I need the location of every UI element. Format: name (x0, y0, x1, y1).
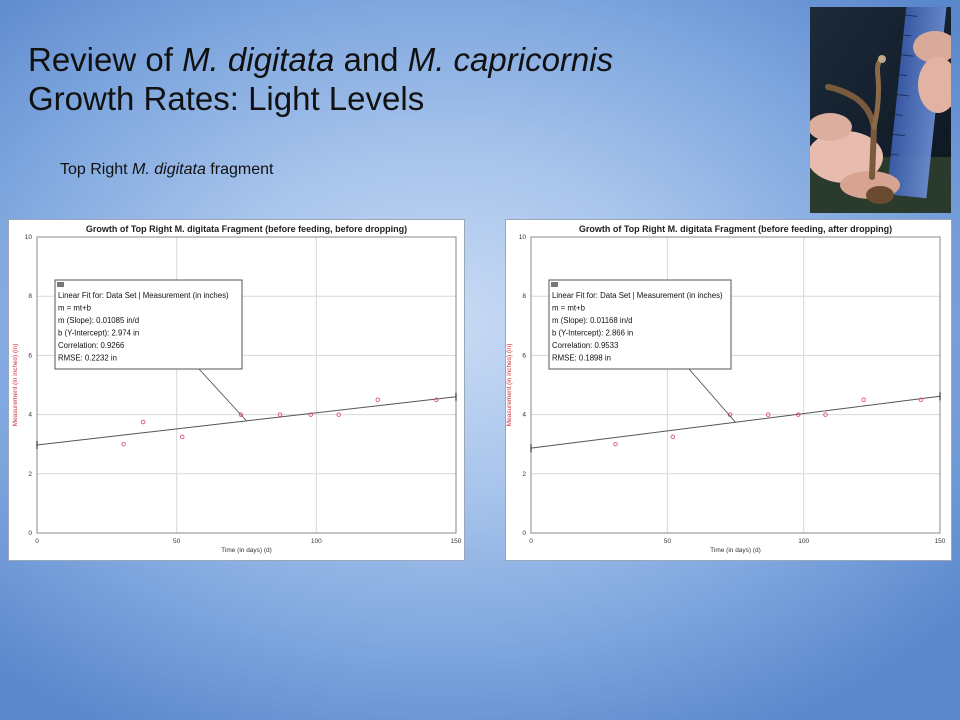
title-part: Review of (28, 41, 183, 78)
coral-measurement-photo-icon (810, 7, 951, 213)
data-point (823, 412, 828, 417)
title-part: and (334, 41, 408, 78)
subtitle-part: Top Right (60, 161, 133, 178)
linear-fit-line (530, 395, 941, 449)
growth-chart-before-dropping: Growth of Top Right M. digitata Fragment… (8, 219, 465, 561)
x-axis-label: Time (in days) (d) (710, 547, 761, 554)
plot-area-frame (36, 236, 457, 534)
y-axis-label: Measurement (in inches) (in) (12, 344, 19, 427)
data-point (308, 412, 313, 417)
y-tick-label: 10 (25, 234, 33, 241)
growth-chart-after-dropping: Growth of Top Right M. digitata Fragment… (505, 219, 952, 561)
data-point (861, 397, 866, 403)
plot-area-frame (530, 236, 941, 534)
y-tick-label: 4 (28, 412, 32, 419)
fit-annotation-box (548, 279, 732, 370)
annotation-line: b (Y-Intercept): 2.866 in (552, 329, 633, 338)
title-line-2: Growth Rates: Light Levels (28, 80, 425, 117)
y-tick-label: 6 (522, 352, 526, 359)
chart-svg-after-dropping: Growth of Top Right M. digitata Fragment… (506, 224, 946, 554)
x-tick-label: 0 (35, 538, 39, 545)
x-tick-label: 100 (311, 538, 322, 545)
y-axis-label: Measurement (in inches) (in) (506, 344, 513, 427)
y-tick-label: 2 (28, 471, 32, 478)
data-point (795, 412, 801, 417)
coral-measurement-photo (810, 7, 951, 213)
chart-title: Growth of Top Right M. digitata Fragment… (86, 224, 407, 234)
data-point (375, 397, 381, 403)
y-tick-label: 10 (519, 234, 527, 241)
annotation-line: m (Slope): 0.01168 in/d (552, 316, 632, 325)
data-point (434, 397, 439, 403)
data-point (613, 441, 618, 447)
y-tick-label: 0 (28, 530, 32, 537)
annotation-line: Correlation: 0.9266 (58, 341, 124, 350)
y-tick-label: 8 (28, 293, 32, 300)
title-part-species-2: M. capricornis (407, 41, 614, 78)
x-tick-label: 150 (935, 538, 946, 545)
data-point (765, 412, 771, 417)
annotation-line: Linear Fit for: Data Set | Measurement (… (552, 291, 723, 300)
annotation-line: RMSE: 0.2232 in (58, 354, 117, 363)
data-point (140, 419, 146, 425)
annotation-pointer (198, 368, 247, 422)
x-axis-label: Time (in days) (d) (221, 547, 272, 554)
x-tick-label: 50 (664, 538, 672, 545)
title-part-species-1: M. digitata (182, 41, 335, 78)
annotation-line: m = mt+b (552, 304, 586, 313)
chart-svg-before-dropping: Growth of Top Right M. digitata Fragment… (12, 224, 462, 554)
data-point (238, 412, 244, 417)
x-tick-label: 50 (173, 538, 181, 545)
x-tick-label: 150 (451, 538, 462, 545)
y-tick-label: 0 (522, 530, 526, 537)
x-tick-label: 0 (529, 538, 533, 545)
y-tick-label: 4 (522, 412, 526, 419)
fit-annotation-box (54, 279, 243, 370)
y-tick-label: 8 (522, 293, 526, 300)
annotation-line: b (Y-Intercept): 2.974 in (58, 329, 139, 338)
annotation-line: m (Slope): 0.01085 in/d (58, 316, 139, 325)
annotation-handle-icon (57, 282, 64, 287)
subtitle-species: M. digitata (132, 161, 206, 178)
chart-title: Growth of Top Right M. digitata Fragment… (579, 224, 892, 234)
annotation-line: Linear Fit for: Data Set | Measurement (… (58, 291, 229, 300)
data-point (336, 412, 341, 417)
annotation-line: m = mt+b (58, 304, 92, 313)
x-tick-label: 100 (798, 538, 809, 545)
y-tick-label: 6 (28, 352, 32, 359)
data-point (180, 434, 185, 440)
data-point (918, 397, 924, 403)
data-point (670, 434, 676, 440)
annotation-handle-icon (551, 282, 558, 287)
data-point (277, 412, 283, 417)
slide-title: Review of M. digitata and M. capricornis… (28, 40, 788, 118)
subtitle-part: fragment (205, 161, 274, 178)
annotation-line: RMSE: 0.1898 in (552, 354, 611, 363)
annotation-pointer (688, 368, 736, 423)
y-tick-label: 2 (522, 471, 526, 478)
slide-subtitle: Top Right M. digitata fragment (60, 161, 273, 179)
data-point (121, 441, 126, 447)
annotation-line: Correlation: 0.9533 (552, 341, 618, 350)
